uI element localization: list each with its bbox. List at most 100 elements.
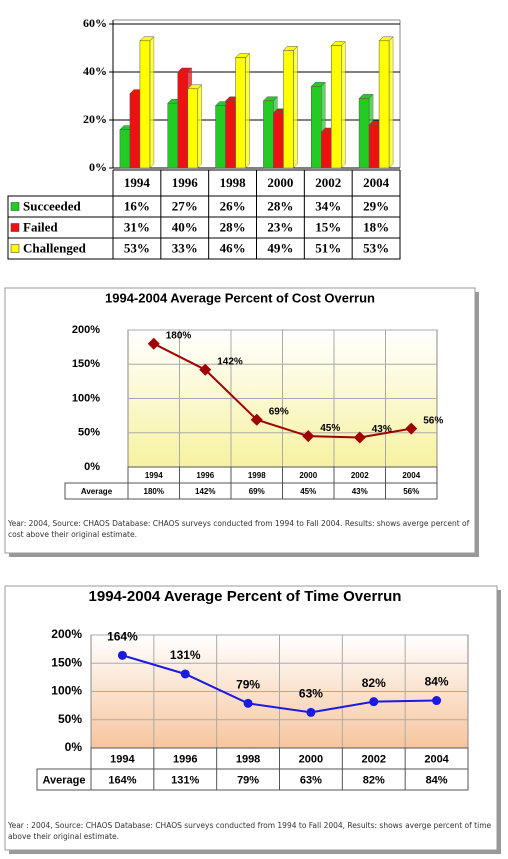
bar-side [293, 45, 298, 169]
table-value: 56% [403, 487, 419, 496]
bar [311, 86, 322, 169]
table-value: 31% [124, 219, 150, 234]
data-label: 180% [166, 330, 192, 341]
x-tick-label: 1994 [110, 753, 135, 765]
point-marker [432, 696, 442, 706]
point-marker [243, 698, 253, 708]
table-value: 69% [249, 487, 265, 496]
bar-side [245, 52, 250, 169]
table-value: 84% [426, 774, 448, 786]
y-tick-label: 0% [65, 740, 83, 754]
chart-title: 1994-2004 Average Percent of Cost Overru… [105, 290, 375, 305]
table-value: 131% [171, 774, 199, 786]
chart-title: 1994-2004 Average Percent of Time Overru… [89, 588, 402, 605]
data-label: 82% [362, 676, 386, 690]
table-value: 16% [124, 198, 150, 213]
legend-label: Succeeded [23, 198, 82, 213]
bar [177, 71, 188, 169]
table-value: 33% [172, 240, 198, 255]
table-value: 164% [108, 774, 136, 786]
bar [358, 98, 370, 169]
point-marker [250, 413, 263, 426]
y-tick-label: 20% [83, 112, 107, 126]
table-value: 49% [267, 240, 293, 255]
y-tick-label: 200% [72, 324, 100, 336]
bar [331, 45, 342, 169]
x-tick-label: 2004 [402, 471, 420, 480]
data-label: 79% [236, 678, 260, 692]
x-tick-label: 2004 [363, 175, 390, 190]
bar-side [341, 40, 346, 169]
x-tick-label: 1998 [220, 175, 247, 190]
y-tick-label: 200% [51, 627, 82, 641]
point-marker [117, 650, 127, 660]
table-value: 142% [195, 487, 215, 496]
cost-chart: 1994-2004 Average Percent of Cost Overru… [8, 290, 470, 539]
bar [167, 102, 178, 169]
x-tick-label: 1996 [172, 175, 199, 190]
x-tick-label: 2002 [351, 471, 369, 480]
note-box: Year : 2004, Source: CHAOS Database: CHA… [8, 821, 492, 841]
point-marker [306, 707, 316, 717]
y-tick-label: 0% [89, 160, 107, 174]
bar [283, 50, 294, 169]
table-value: 15% [315, 219, 341, 234]
data-label: 164% [107, 630, 138, 644]
bar [368, 124, 380, 169]
x-tick-label: 2002 [362, 753, 386, 765]
chart-note: Year: 2004, Source: CHAOS Database: CHAO… [8, 519, 470, 539]
bar [321, 131, 332, 169]
table-value: 63% [300, 774, 322, 786]
x-tick-label: 2000 [299, 471, 317, 480]
bar [187, 88, 198, 169]
legend-swatch [10, 223, 20, 232]
x-tick-label: 1996 [196, 471, 214, 480]
table-value: 46% [220, 240, 246, 255]
table-value: 53% [124, 240, 150, 255]
data-label: 131% [170, 648, 201, 662]
point-marker [147, 337, 160, 350]
y-tick-label: 100% [51, 684, 82, 698]
y-tick-label: 0% [84, 461, 100, 473]
y-tick-label: 150% [72, 358, 100, 370]
table-value: 40% [172, 219, 198, 234]
table-value: 180% [144, 487, 164, 496]
bar [225, 100, 236, 169]
x-tick-label: 2000 [267, 175, 293, 190]
table-value: 29% [363, 198, 389, 213]
x-tick-label: 1994 [124, 175, 151, 190]
y-tick-label: 50% [58, 712, 82, 726]
table-value: 28% [267, 198, 293, 213]
table-value: 45% [300, 487, 316, 496]
bar [273, 112, 284, 169]
table-value: 27% [172, 198, 198, 213]
data-label: 56% [423, 415, 443, 426]
legend-swatch [10, 244, 20, 253]
bar [215, 105, 226, 169]
data-label: 69% [269, 406, 289, 417]
table-value: 43% [352, 487, 368, 496]
data-label: 142% [217, 356, 243, 367]
bar-chart: 0% 20% 40% 60% 1994 1996 1998 2000 2002 2004 Succe… [7, 16, 401, 260]
point-marker [199, 363, 212, 376]
y-tick-label: 50% [78, 427, 100, 439]
series-line [122, 654, 437, 714]
x-tick-label: 1998 [248, 471, 266, 480]
data-label: 45% [320, 423, 340, 434]
y-tick-label: 40% [83, 64, 107, 78]
data-label: 43% [372, 424, 392, 435]
time-chart: 1994-2004 Average Percent of Time Overru… [8, 588, 492, 841]
bar-side [388, 36, 394, 169]
table-row-label: Average [42, 774, 85, 786]
bar [263, 100, 274, 169]
point-marker [302, 430, 315, 443]
x-tick-label: 1998 [236, 753, 260, 765]
point-marker [405, 422, 418, 435]
bar [378, 40, 390, 169]
chart-note: Year : 2004, Source: CHAOS Database: CHA… [8, 821, 492, 841]
x-tick-label: 2004 [424, 753, 449, 765]
series-line [153, 342, 412, 439]
point-marker [369, 697, 379, 707]
